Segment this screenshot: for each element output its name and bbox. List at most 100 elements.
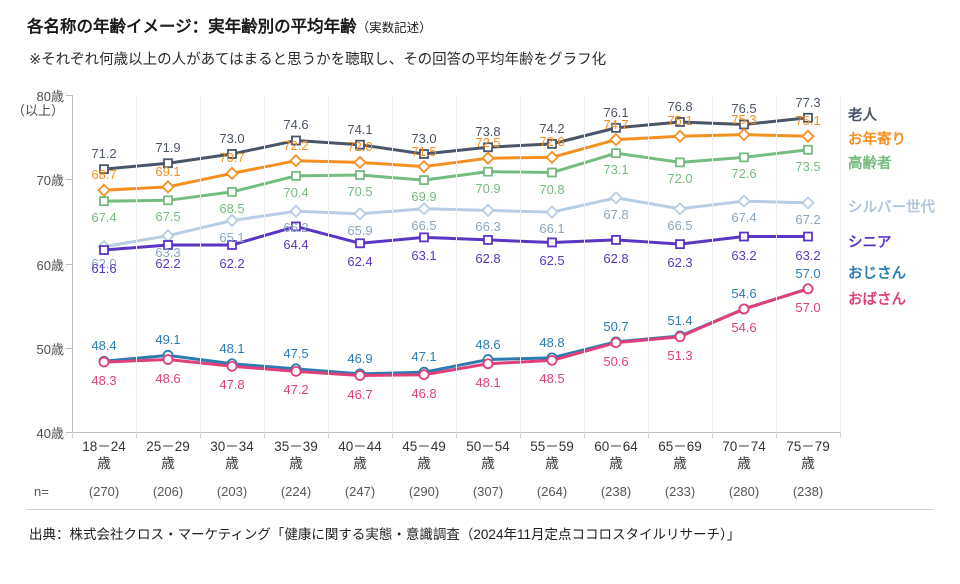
legend-item-0[interactable]: 老人 (848, 108, 877, 124)
data-label: 68.5 (219, 200, 245, 216)
data-label: 48.3 (91, 373, 117, 389)
x-axis-label-line: 25－29 (146, 439, 190, 454)
data-label: 71.9 (155, 140, 181, 156)
x-axis-category: 55－59 歳 (520, 438, 584, 472)
data-point-marker (290, 365, 302, 377)
sample-size-value: (238) (600, 484, 632, 499)
data-point-marker (353, 207, 367, 221)
legend-item-1[interactable]: お年寄り (848, 132, 906, 148)
x-axis-category: 30－34 歳 (200, 438, 264, 472)
data-label: 73.0 (411, 130, 437, 146)
data-point-marker (481, 151, 495, 165)
data-label: 54.6 (731, 319, 757, 335)
y-axis-line (72, 95, 73, 432)
data-point-marker (547, 138, 557, 149)
y-axis-label: 50歳 (36, 341, 64, 357)
data-label: 48.5 (539, 371, 565, 387)
legend-item-5[interactable]: おじさん (848, 266, 906, 282)
sample-size-value: (290) (408, 484, 440, 499)
data-point-marker (673, 129, 687, 144)
data-point-marker (739, 231, 749, 242)
x-axis-category: 50－54 歳 (456, 438, 520, 472)
data-label: 51.3 (667, 347, 693, 363)
data-point-marker (483, 142, 493, 153)
data-point-marker (227, 149, 237, 159)
legend-item-4[interactable]: シニア (848, 235, 892, 251)
data-point-marker (737, 194, 751, 208)
footer-divider (27, 509, 933, 510)
x-axis-label-line: 歳 (609, 456, 623, 471)
data-label: 46.9 (347, 350, 373, 366)
data-point-marker (801, 129, 815, 144)
data-label: 63.3 (155, 244, 181, 260)
data-point-marker (99, 196, 109, 207)
data-label: 48.6 (155, 370, 181, 386)
x-axis-label-line: 歳 (737, 456, 751, 471)
data-point-marker (354, 370, 366, 381)
data-point-marker (803, 144, 813, 155)
page-title-sub: （実数記述） (356, 21, 432, 35)
data-label: 70.4 (283, 184, 309, 200)
data-label: 73.0 (219, 130, 245, 146)
data-label: 62.2 (155, 255, 181, 271)
data-point-marker (225, 213, 239, 228)
data-point-marker (737, 127, 751, 142)
data-point-marker (673, 201, 687, 216)
data-label: 66.3 (475, 219, 501, 235)
data-label: 63.2 (731, 247, 757, 263)
data-point-marker (225, 166, 239, 181)
data-point-marker (355, 139, 365, 150)
x-gridline (520, 95, 521, 432)
legend-item-2[interactable]: 高齢者 (848, 156, 892, 172)
sample-size-value: (270) (88, 484, 120, 499)
x-axis-label-line: 45－49 (402, 439, 446, 454)
x-axis-label-line: 30－34 (210, 439, 254, 454)
data-point-marker (483, 166, 493, 177)
x-axis-label-line: 70－74 (722, 439, 766, 454)
data-point-marker (545, 150, 559, 165)
data-point-marker (547, 167, 557, 178)
x-axis-tick (200, 432, 201, 438)
data-point-marker (675, 239, 685, 250)
data-point-marker (98, 356, 110, 368)
data-label: 69.9 (411, 189, 437, 205)
x-axis-tick (712, 432, 713, 438)
data-label: 47.5 (283, 345, 309, 361)
x-axis-label-line: 歳 (481, 456, 495, 471)
x-gridline (776, 95, 777, 432)
legend-item-3[interactable]: シルバー世代 (848, 200, 935, 216)
x-axis-label-line: 歳 (417, 456, 431, 471)
legend-item-6[interactable]: おばさん (848, 292, 906, 308)
x-axis-label-line: 75－79 (786, 439, 830, 454)
data-label: 70.8 (539, 181, 565, 197)
data-label: 47.8 (219, 377, 245, 393)
x-axis-label-line: 歳 (225, 456, 239, 471)
data-label: 61.6 (91, 261, 117, 277)
data-label: 50.6 (603, 353, 629, 369)
x-axis-label-line: 歳 (289, 456, 303, 471)
data-label: 72.0 (347, 139, 373, 155)
x-axis-label-line: 18－24 (82, 439, 126, 454)
data-label: 50.7 (603, 318, 629, 334)
data-point-marker (99, 245, 109, 255)
x-axis-label-line: 歳 (801, 456, 815, 471)
x-axis-tick (328, 432, 329, 438)
data-label: 70.7 (219, 150, 245, 166)
data-point-marker (738, 303, 750, 315)
data-point-marker (419, 232, 429, 243)
data-point-marker (289, 153, 303, 168)
data-label: 62.5 (539, 253, 565, 269)
data-point-marker (611, 148, 621, 159)
data-label: 62.3 (667, 255, 693, 271)
data-label: 72.0 (667, 171, 693, 187)
data-label: 70.5 (347, 184, 373, 200)
data-label: 62.4 (347, 254, 373, 270)
n-label: n= (34, 484, 49, 499)
data-label: 63.2 (795, 247, 821, 263)
data-point-marker (417, 159, 431, 174)
y-axis-label: 70歳 (36, 173, 64, 189)
x-gridline (648, 95, 649, 432)
x-gridline (392, 95, 393, 432)
x-gridline (456, 95, 457, 432)
